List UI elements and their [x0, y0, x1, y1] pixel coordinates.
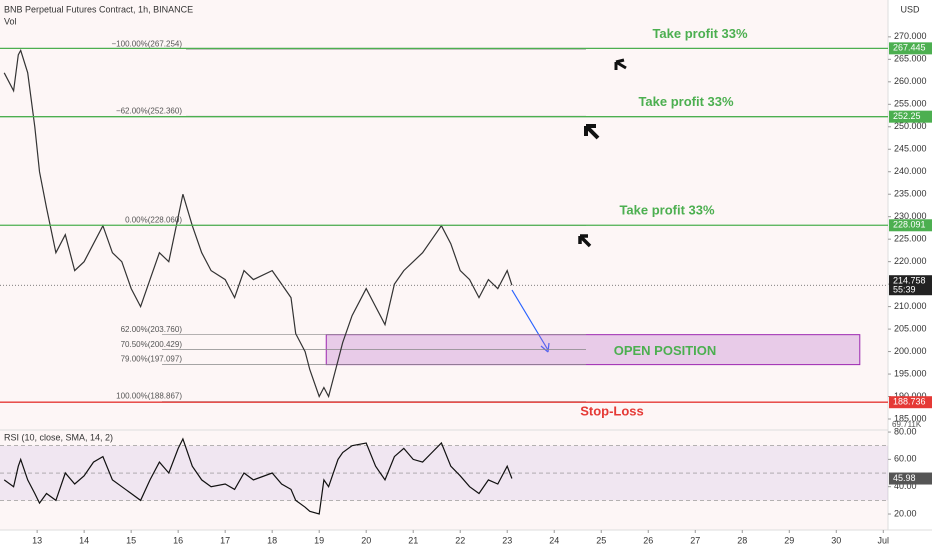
- y-tick-label: 220.000: [894, 256, 927, 266]
- level-price-label: 188.736: [893, 397, 926, 407]
- volume-label: Vol: [4, 16, 17, 26]
- level-annotation: Stop-Loss: [580, 404, 644, 419]
- x-tick-label: 28: [737, 535, 747, 545]
- fib-label: 62.00%(203.760): [121, 325, 183, 334]
- chart-title: BNB Perpetual Futures Contract, 1h, BINA…: [4, 4, 193, 14]
- x-tick-label: 23: [502, 535, 512, 545]
- y-tick-label: 235.000: [894, 189, 927, 199]
- y-tick-label: 195.000: [894, 368, 927, 378]
- last-price-label: 214.758: [893, 276, 926, 286]
- x-tick-label: 21: [408, 535, 418, 545]
- y-tick-label: 255.000: [894, 99, 927, 109]
- x-tick-label: Jul: [878, 535, 890, 545]
- last-price-box: [889, 275, 932, 296]
- x-tick-label: 14: [79, 535, 89, 545]
- arrows: [511, 58, 627, 353]
- level-annotation: Take profit 33%: [619, 203, 715, 218]
- y-tick-label: 250.000: [894, 121, 927, 131]
- x-tick-label: 15: [126, 535, 136, 545]
- blue-arrow: [511, 289, 549, 351]
- rsi-line: [3, 437, 513, 515]
- black-arrow: [584, 124, 600, 140]
- y-tick-label: 270.000: [894, 31, 927, 41]
- rsi-tick-label: 80.00: [894, 426, 917, 436]
- x-tick-label: 30: [831, 535, 841, 545]
- y-tick-label: 230.000: [894, 211, 927, 221]
- x-tick-label: 18: [267, 535, 277, 545]
- level-price-label: 252.25: [893, 111, 921, 121]
- x-tick-label: 13: [32, 535, 42, 545]
- black-arrow: [614, 58, 627, 70]
- zone-label: OPEN POSITION: [614, 343, 717, 358]
- rsi-last-label: 45.98: [893, 473, 916, 483]
- fib-label: −62.00%(252.360): [116, 106, 182, 115]
- volume-value: 69.711K: [892, 420, 922, 429]
- y-tick-label: 200.000: [894, 346, 927, 356]
- x-tick-label: 29: [784, 535, 794, 545]
- x-tick-label: 16: [173, 535, 183, 545]
- price-line: [3, 48, 513, 399]
- rsi-last-box: [889, 472, 932, 485]
- rsi-tick-label: 40.00: [894, 481, 917, 491]
- x-tick-label: 26: [643, 535, 653, 545]
- fib-label: −100.00%(267.254): [112, 39, 183, 48]
- level-price-label: 267.445: [893, 43, 926, 53]
- x-tick-label: 24: [549, 535, 559, 545]
- rsi-tick-label: 60.00: [894, 454, 917, 464]
- y-tick-label: 265.000: [894, 54, 927, 64]
- fib-label: 100.00%(188.867): [116, 392, 182, 401]
- fib-label: 70.50%(200.429): [121, 340, 183, 349]
- level-price-box: [889, 42, 932, 55]
- x-tick-label: 27: [690, 535, 700, 545]
- y-tick-label: 185.000: [894, 413, 927, 423]
- level-price-box: [889, 110, 932, 123]
- level-annotation: Take profit 33%: [638, 94, 734, 109]
- black-arrow: [578, 234, 592, 248]
- blue-arrow-head: [540, 342, 550, 353]
- x-tick-label: 19: [314, 535, 324, 545]
- countdown: 55:39: [893, 285, 916, 295]
- plot-bg: [0, 0, 888, 530]
- y-tick-label: 245.000: [894, 144, 927, 154]
- y-tick-label: 260.000: [894, 76, 927, 86]
- fib-label: 79.00%(197.097): [121, 355, 183, 364]
- y-tick-label: 240.000: [894, 166, 927, 176]
- rsi-title: RSI (10, close, SMA, 14, 2): [4, 432, 113, 442]
- y-tick-label: 190.000: [894, 391, 927, 401]
- currency: USD: [900, 4, 920, 14]
- x-tick-label: 20: [361, 535, 371, 545]
- y-tick-label: 210.000: [894, 301, 927, 311]
- y-tick-label: 205.000: [894, 323, 927, 333]
- x-tick-label: 25: [596, 535, 606, 545]
- rsi-tick-label: 20.00: [894, 508, 917, 518]
- y-tick-label: 225.000: [894, 234, 927, 244]
- level-price-box: [889, 396, 932, 409]
- x-tick-label: 17: [220, 535, 230, 545]
- level-price-label: 228.091: [893, 220, 926, 230]
- level-annotation: Take profit 33%: [652, 26, 748, 41]
- fib-label: 0.00%(228.060): [125, 216, 182, 225]
- level-price-box: [889, 219, 932, 232]
- x-tick-label: 22: [455, 535, 465, 545]
